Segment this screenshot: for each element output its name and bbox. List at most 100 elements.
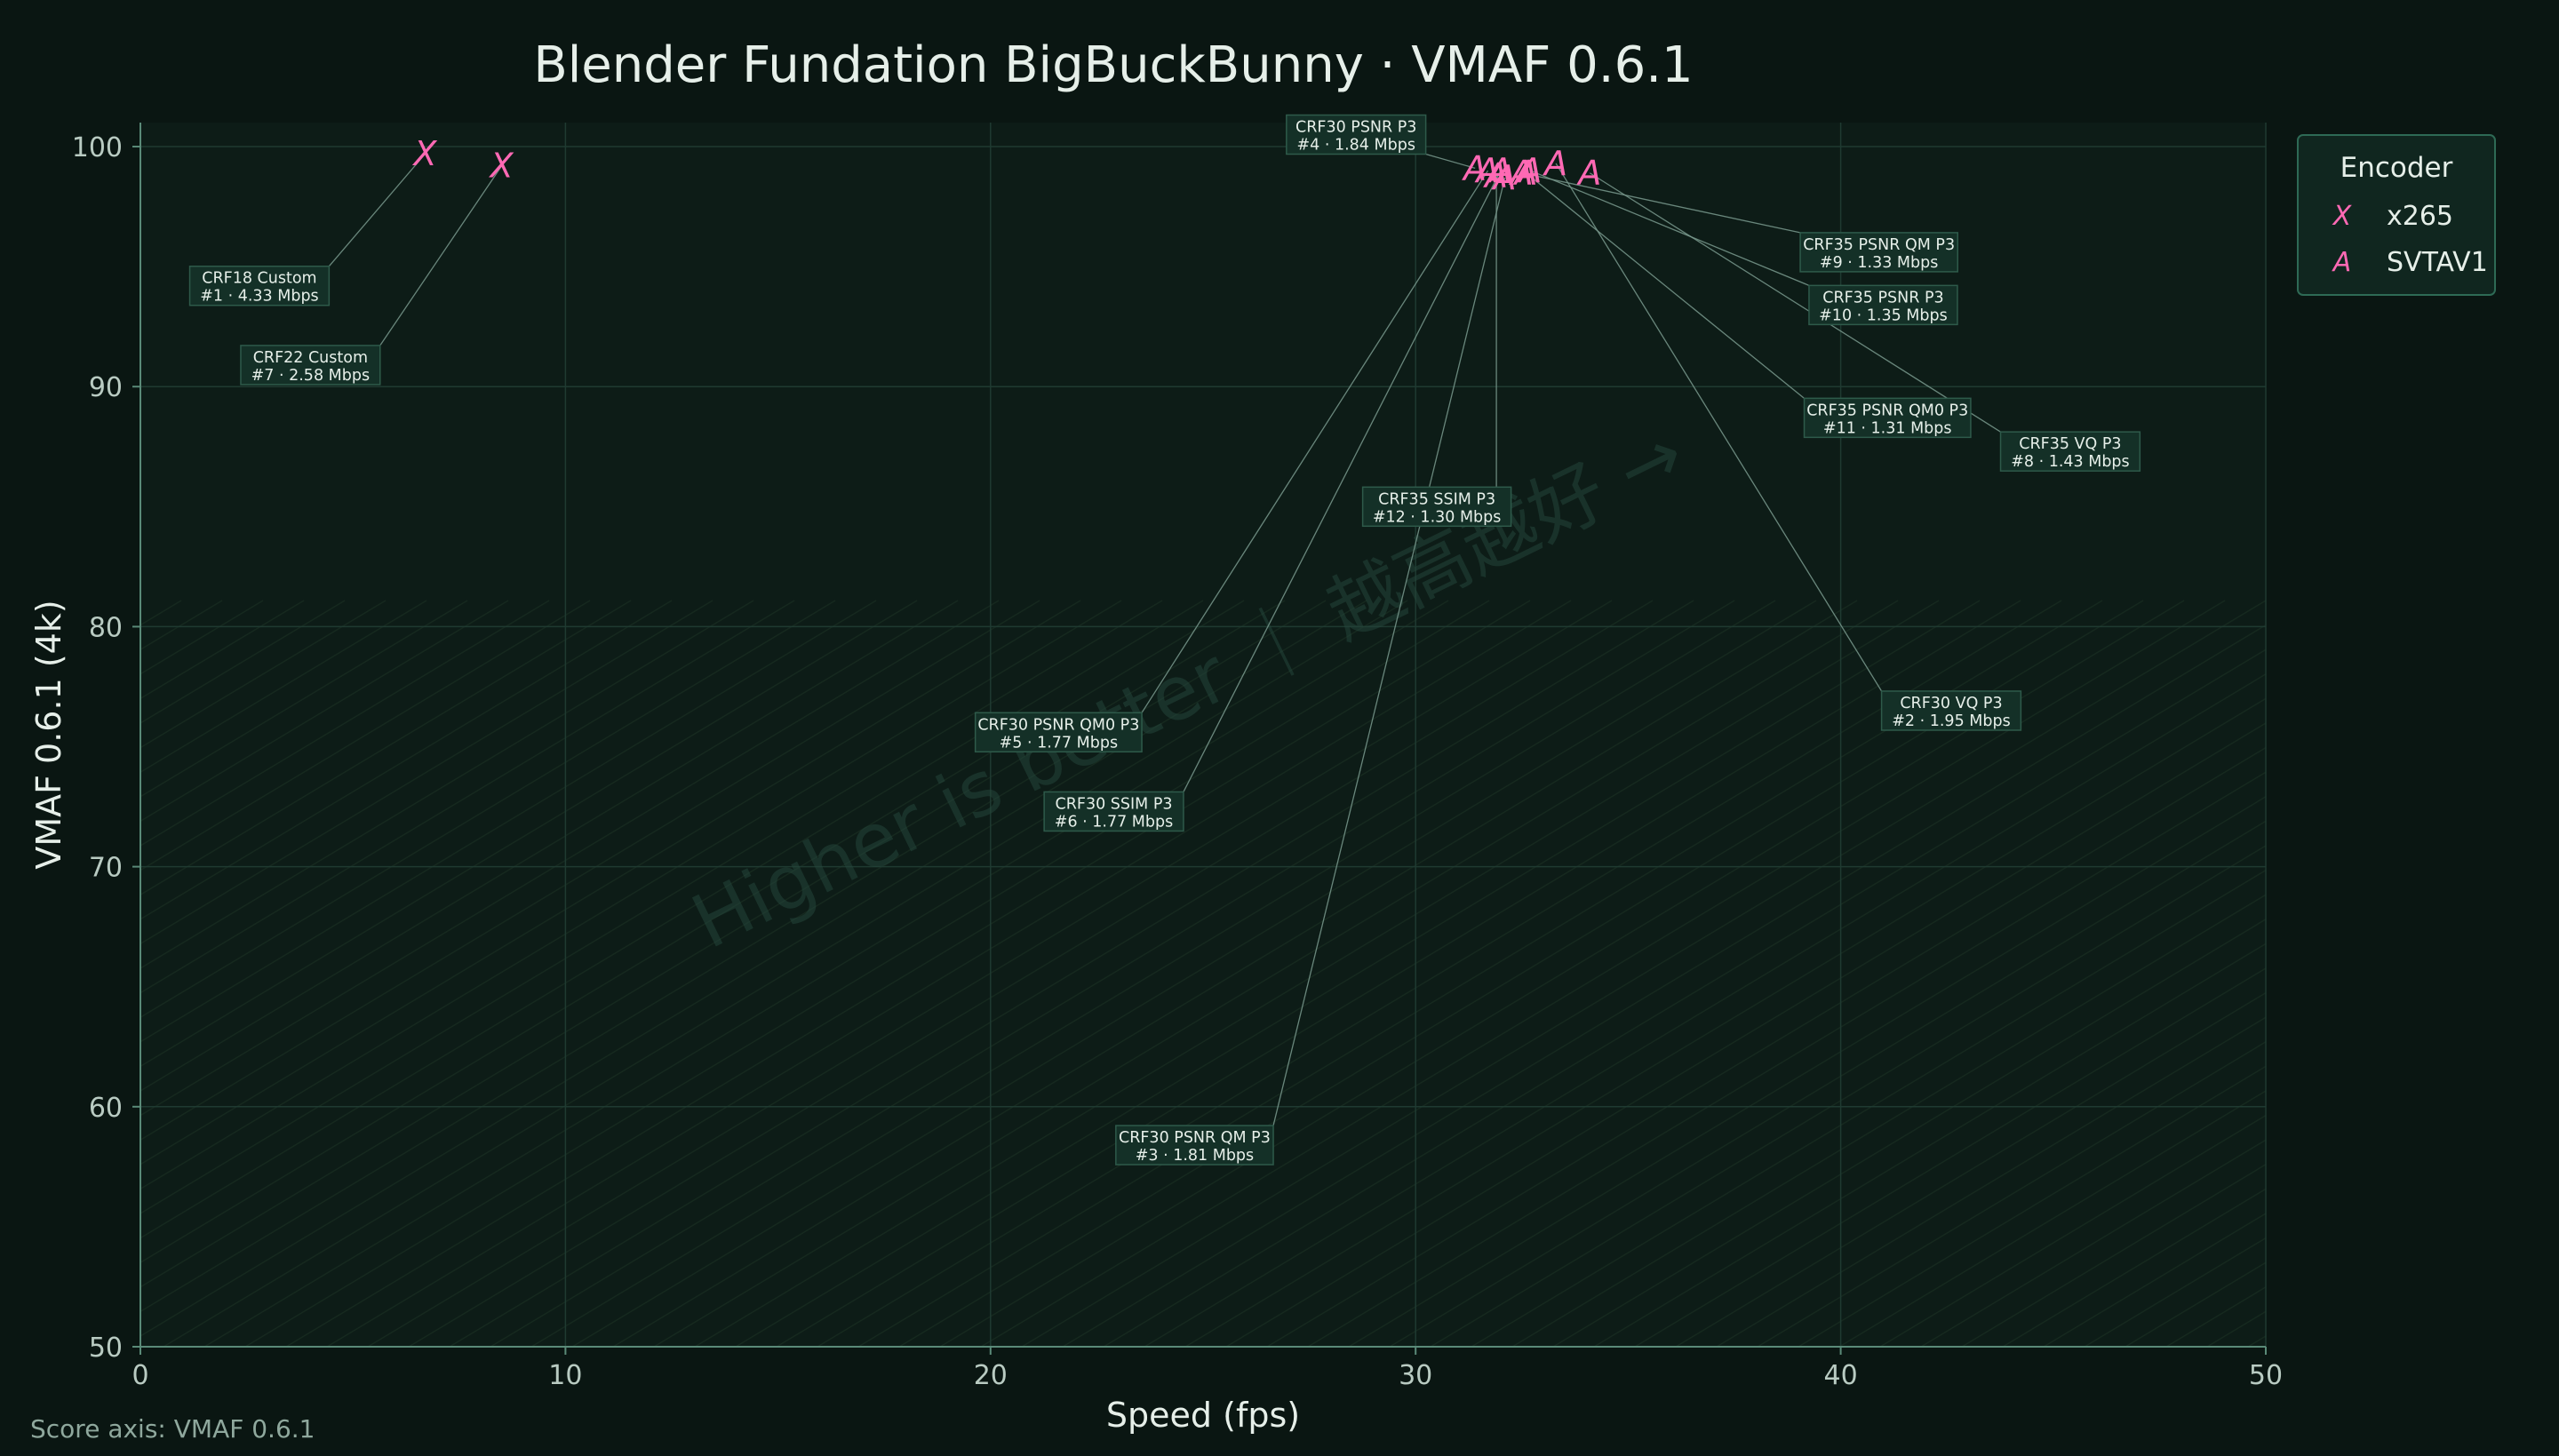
hatch-line [367,600,1613,1347]
point-label-box [1799,232,1959,273]
hatch-line [1144,672,2266,1347]
point-label-config: CRF30 PSNR QM P3 [1119,1129,1271,1147]
hatch-line [490,600,1735,1347]
leader-line [1425,153,1476,169]
x-tick-label: 40 [1824,1360,1858,1391]
point-label: CRF35 PSNR QM P3#9 · 1.33 Mbps [1799,232,1959,273]
hatch-line [140,600,509,823]
data-point-marker: A [1491,158,1517,197]
point-label-config: CRF30 PSNR QM0 P3 [977,716,1139,734]
point-label-bitrate: #11 · 1.31 Mbps [1823,419,1952,437]
hatch-line [1307,771,2266,1347]
hatch-line [2043,1213,2266,1347]
point-label: CRF35 PSNR QM0 P3#11 · 1.31 Mbps [1803,397,1972,439]
leader-line [1183,170,1502,792]
data-point-marker: A [1516,151,1542,190]
hatch-line [694,600,1940,1347]
data-point-marker: A [1542,144,1567,183]
point-label: CRF30 PSNR P3#4 · 1.84 Mbps [1286,114,1427,155]
hatch-line [285,600,1531,1347]
point-label-config: CRF22 Custom [253,349,368,367]
leader-line [1272,177,1506,1126]
hatch-line [140,600,795,994]
point-label-config: CRF35 PSNR P3 [1822,289,1943,306]
leader-line [1555,163,1883,692]
hatch-line [1430,845,2266,1347]
point-label-box [1115,1125,1274,1166]
point-label-box [1808,284,1958,326]
point-label-box [1043,791,1184,832]
point-label: CRF18 Custom#1 · 4.33 Mbps [188,265,331,306]
y-tick-label: 70 [89,853,123,884]
point-label-bitrate: #4 · 1.84 Mbps [1296,137,1415,155]
data-point-marker: A [1575,154,1601,193]
x-axis-label: Speed (fps) [1106,1396,1300,1435]
point-label: CRF35 PSNR P3#10 · 1.35 Mbps [1808,284,1958,326]
hatch-line [140,600,1040,1142]
hatch-line [449,600,1694,1347]
point-label-bitrate: #10 · 1.35 Mbps [1819,306,1948,324]
leader-line [1526,172,1805,399]
point-label: CRF35 VQ P3#8 · 1.43 Mbps [1999,431,2141,472]
point-label-box [1286,114,1427,155]
point-label-config: CRF30 VQ P3 [1900,695,2002,712]
point-label-bitrate: #9 · 1.33 Mbps [1820,254,1938,272]
hatch-line [817,600,2062,1347]
hatch-line [140,600,550,847]
point-label-bitrate: #12 · 1.30 Mbps [1373,508,1502,526]
point-label-config: CRF30 SSIM P3 [1056,795,1173,813]
point-label: CRF30 PSNR QM P3#3 · 1.81 Mbps [1115,1125,1274,1166]
legend-title: Encoder [2340,152,2453,184]
hatch-line [140,600,632,896]
hatch-line [1062,624,2266,1347]
point-label-bitrate: #6 · 1.77 Mbps [1055,813,1173,831]
hatch-line [2002,1188,2266,1347]
data-point-marker: A [1474,151,1500,190]
hatch-line [1184,697,2266,1347]
hatch-line [653,600,1899,1347]
y-tick-label: 80 [89,612,123,643]
hatch-line [140,600,959,1092]
point-label-config: CRF35 VQ P3 [2019,435,2121,453]
point-label-bitrate: #2 · 1.95 Mbps [1892,712,2010,730]
point-label-bitrate: #7 · 2.58 Mbps [251,367,370,385]
hatch-line [244,600,1490,1347]
data-point-marker: A [1512,154,1538,193]
hatch-line [1593,943,2266,1347]
hatch-line [735,600,1981,1347]
point-label: CRF35 SSIM P3#12 · 1.30 Mbps [1361,486,1512,528]
y-tick-label: 100 [72,132,123,163]
leader-lines [328,153,2001,1126]
point-label-box [240,345,381,386]
y-axis-label: VMAF 0.6.1 (4k) [29,600,68,869]
data-point-marker: A [1487,151,1512,190]
point-label-bitrate: #3 · 1.81 Mbps [1136,1147,1254,1165]
x-tick-label: 30 [1399,1360,1432,1391]
hatch-line [530,600,1776,1347]
point-label-box [1880,690,2022,731]
leader-line [1589,172,2001,433]
point-label: CRF30 VQ P3#2 · 1.95 Mbps [1880,690,2022,731]
hatch-line [140,600,1122,1190]
hatch-line [140,600,591,871]
hatch-line [1348,795,2266,1347]
hatch-line [140,600,1081,1166]
point-label-box [974,712,1143,753]
hatch-line [140,600,427,774]
point-label-box [1999,431,2141,472]
point-label-config: CRF35 PSNR QM P3 [1803,236,1955,254]
hatch-line [140,600,1367,1337]
point-label-config: CRF30 PSNR P3 [1295,119,1416,137]
hatch-line [140,600,877,1043]
hatch-line [1879,1114,2266,1347]
legend-box [2297,134,2496,296]
leader-line [1530,170,1810,286]
hatch-line [1757,1040,2266,1347]
hatch-line [140,600,754,969]
point-label-config: CRF35 PSNR QM0 P3 [1806,402,1968,419]
point-label-bitrate: #5 · 1.77 Mbps [1000,734,1118,752]
legend: Encoder X x265 A SVTAV1 [2297,134,2496,296]
point-label-bitrate: #1 · 4.33 Mbps [200,288,318,306]
point-label-box [1803,397,1972,439]
